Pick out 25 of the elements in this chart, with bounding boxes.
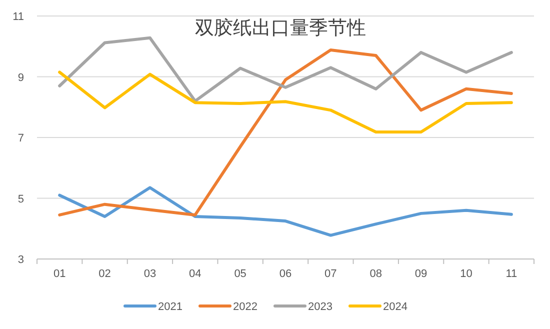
legend-label: 2021 (158, 301, 182, 313)
chart-title: 双胶纸出口量季节性 (195, 17, 366, 39)
line-series (58, 48, 513, 216)
x-tick-label: 04 (189, 268, 202, 280)
line-series (58, 36, 513, 103)
y-tick-label: 7 (18, 132, 24, 144)
line-series (58, 70, 513, 134)
x-tick-label: 09 (414, 268, 428, 280)
x-tick-label: 07 (324, 268, 337, 280)
x-tick-label: 01 (53, 268, 66, 280)
legend-label: 2022 (233, 301, 258, 313)
x-tick-label: 05 (234, 268, 246, 280)
x-tick-label: 06 (279, 268, 292, 280)
x-tick-label: 10 (460, 268, 472, 280)
y-tick-label: 3 (18, 254, 24, 266)
legend-label: 2024 (383, 301, 408, 313)
x-tick-label: 11 (506, 268, 518, 280)
y-tick-label: 9 (18, 72, 24, 84)
legend-label: 2023 (308, 301, 332, 313)
line-series (58, 186, 513, 237)
x-tick-label: 03 (144, 268, 156, 280)
x-tick-label: 08 (370, 268, 382, 280)
x-tick-label: 02 (98, 268, 111, 280)
y-tick-label: 5 (18, 193, 24, 206)
y-tick-label: 11 (12, 11, 24, 23)
